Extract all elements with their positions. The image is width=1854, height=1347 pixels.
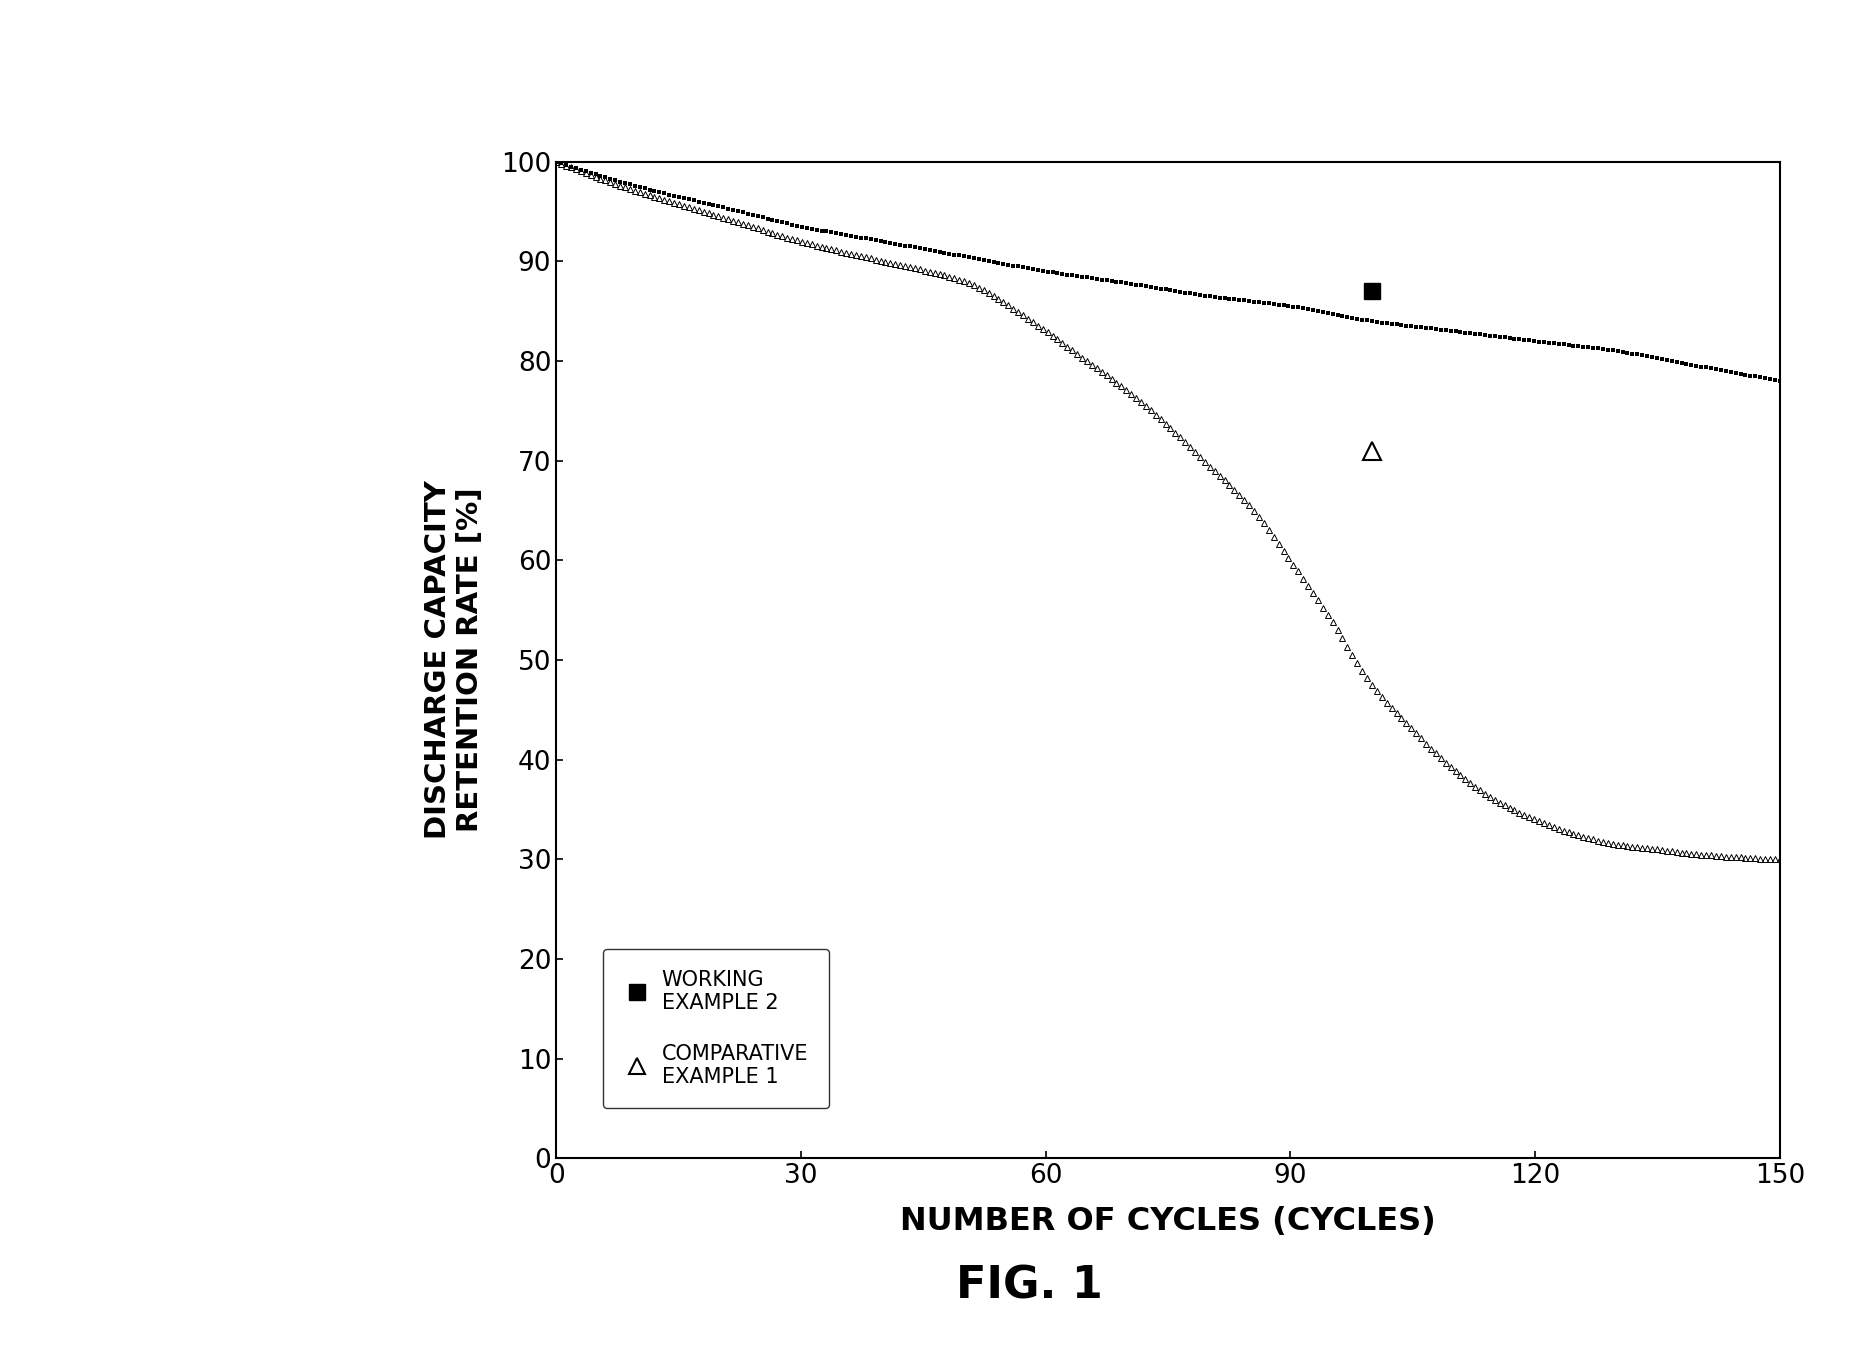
Text: FIG. 1: FIG. 1 (955, 1265, 1103, 1308)
Legend: WORKING
EXAMPLE 2, COMPARATIVE
EXAMPLE 1: WORKING EXAMPLE 2, COMPARATIVE EXAMPLE 1 (603, 948, 829, 1109)
Y-axis label: DISCHARGE CAPACITY
RETENTION RATE [%]: DISCHARGE CAPACITY RETENTION RATE [%] (425, 481, 484, 839)
X-axis label: NUMBER OF CYCLES (CYCLES): NUMBER OF CYCLES (CYCLES) (901, 1206, 1435, 1237)
